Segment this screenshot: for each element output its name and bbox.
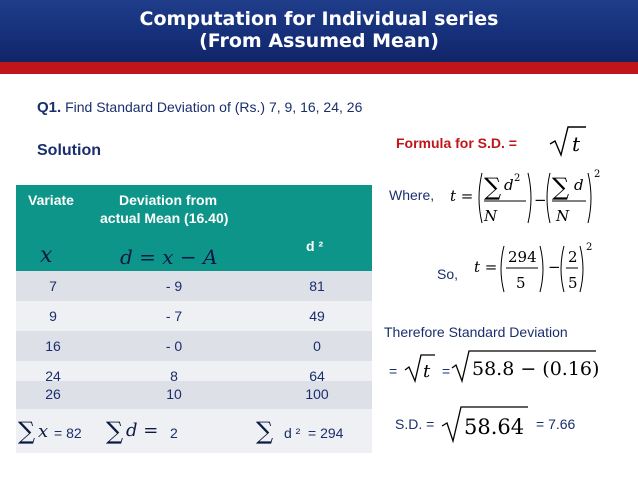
cell-d: - 7 (165, 308, 183, 324)
therefore-text: Therefore Standard Deviation (384, 324, 568, 340)
sqrt-t-inline: t (404, 354, 435, 384)
d-total-value: 2 (170, 425, 178, 441)
minus-1: − (534, 191, 547, 209)
symbol-d-equals-x-minus-a: d = x − A (120, 245, 218, 269)
cell-x: 16 (45, 338, 61, 354)
sqrt-t-var: t (572, 132, 581, 156)
question-text: Find Standard Deviation of (Rs.) 7, 9, 1… (65, 99, 363, 115)
cell-d2: 0 (313, 338, 321, 354)
sigma-d2-symbol: ∑ (256, 417, 274, 445)
x-total-value: = 82 (54, 425, 82, 441)
den-5-b: 5 (568, 274, 578, 292)
cell-d2: 64 (309, 368, 325, 384)
table-row: 16 - 0 0 (16, 331, 372, 361)
sqrt-result-value: 58.64 (464, 415, 524, 439)
d-num: d (574, 176, 584, 194)
minus-2: − (548, 258, 561, 276)
n-den-1: N (483, 207, 498, 225)
totals-row: ∑ x = 82 ∑ d = 2 ∑ d ² = 294 (16, 409, 372, 453)
cell-d: 8 (170, 368, 178, 384)
slide-title-line1: Computation for Individual series (139, 8, 499, 30)
d-squared-exp: 2 (514, 173, 520, 184)
sigma-2: ∑ (552, 173, 569, 201)
deviation-table: Variate Deviation from actual Mean (16.4… (16, 185, 372, 453)
table-row: 9 - 7 49 (16, 301, 372, 331)
header-deviation-line1: Deviation from (119, 192, 218, 208)
red-divider-bar (0, 62, 638, 74)
so-label: So, (437, 266, 459, 282)
cell-x: 24 (45, 368, 61, 384)
sigma-d-symbol: ∑ (106, 417, 124, 445)
sd-result-value: = 7.66 (536, 416, 576, 432)
header-variate: Variate (28, 192, 74, 208)
t-substitution-formula: t = 294 5 − 2 5 2 (474, 242, 592, 293)
d2-total-value: = 294 (308, 425, 344, 441)
sqrt-expression: 58.8 − (0.16) (451, 350, 598, 384)
equals-sign-1: = (389, 363, 398, 379)
cell-x: 7 (49, 278, 57, 294)
num-294: 294 (508, 248, 537, 266)
n-den-2: N (555, 207, 570, 225)
t-equals: t = (450, 187, 473, 205)
table-header: Variate Deviation from actual Mean (16.4… (16, 185, 372, 271)
equals-sign-2: = (442, 363, 451, 379)
sqrt-t-formula: t (549, 126, 586, 158)
header-d-squared: d ² (306, 238, 324, 254)
cell-d: 10 (166, 386, 182, 402)
num-2: 2 (568, 248, 578, 266)
sqrt-expression-text: 58.8 − (0.16) (472, 358, 598, 380)
cell-x: 9 (49, 308, 57, 324)
sigma-x-symbol: ∑ (18, 417, 36, 445)
table-row: 7 - 9 81 (16, 271, 372, 301)
t-equals-2: t = (474, 258, 497, 276)
d2-total-label: d ² (284, 425, 301, 441)
slide-title-banner: Computation for Individual series (From … (0, 0, 638, 62)
cell-d2: 81 (309, 278, 325, 294)
outer-exp: 2 (594, 169, 600, 180)
cell-d2: 49 (309, 308, 325, 324)
header-deviation-line2: actual Mean (16.40) (100, 210, 229, 226)
outer-exp-2: 2 (586, 242, 592, 253)
cell-d2: 100 (305, 386, 329, 402)
x-total-symbol: x (38, 421, 49, 442)
sigma-1: ∑ (484, 173, 501, 201)
symbol-x: x (40, 243, 53, 268)
slide-title-line2: (From Assumed Mean) (199, 30, 439, 52)
cell-d: - 9 (165, 278, 183, 294)
d-squared-num: d (504, 176, 514, 194)
cell-x: 26 (45, 386, 61, 402)
table-row: 26 10 100 (16, 381, 372, 409)
cell-d: - 0 (165, 338, 183, 354)
solution-heading: Solution (37, 142, 101, 159)
sqrt-result: 58.64 (441, 406, 528, 444)
den-5-a: 5 (516, 274, 526, 292)
formula-label: Formula for S.D. = (396, 135, 517, 151)
question-label: Q1. (37, 99, 62, 116)
where-label: Where, (389, 187, 435, 203)
svg-text:t: t (423, 361, 431, 382)
t-definition-formula: t = ∑ d 2 N − ∑ d N 2 (450, 169, 600, 225)
question-line: Q1. Find Standard Deviation of (Rs.) 7, … (37, 99, 362, 116)
d-total-symbol: d = (126, 420, 159, 441)
sd-label: S.D. = (395, 416, 435, 432)
